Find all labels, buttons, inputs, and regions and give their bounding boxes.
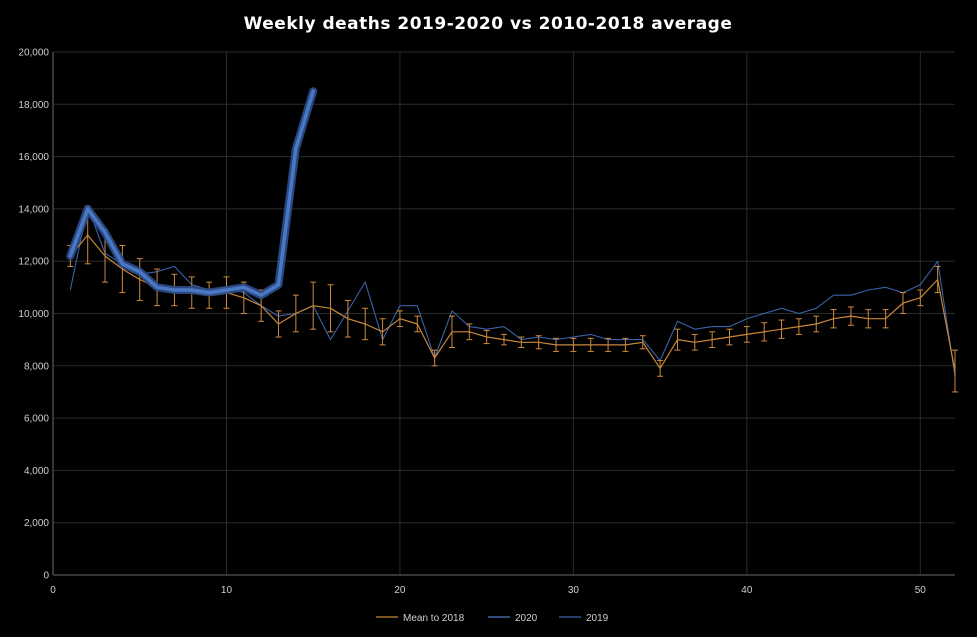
gridlines [53, 51, 955, 575]
x-tick-label: 40 [741, 585, 753, 596]
axes [52, 52, 955, 576]
chart-title: Weekly deaths 2019-2020 vs 2010-2018 ave… [244, 14, 733, 34]
y-tick-label: 4,000 [24, 466, 49, 477]
error-bar [952, 349, 958, 393]
y-tick-label: 2,000 [24, 518, 49, 529]
legend-label-2020: 2020 [515, 613, 538, 624]
x-tick-label: 30 [568, 585, 580, 596]
y-tick-label: 12,000 [18, 257, 49, 268]
y-tick-label: 8,000 [24, 361, 49, 372]
y-tick-label: 18,000 [18, 100, 49, 111]
legend-label-2019: 2019 [586, 613, 609, 624]
x-axis-tick-labels: 0 10 20 30 40 50 [50, 585, 926, 596]
y-tick-label: 6,000 [24, 414, 49, 425]
y-tick-label: 14,000 [18, 204, 49, 215]
y-tick-label: 16,000 [18, 152, 49, 163]
y-axis-tick-labels: 0 2,000 4,000 6,000 8,000 10,000 12,000 14,000 1… [18, 48, 49, 582]
y-tick-label: 0 [43, 571, 49, 582]
mean-error-bars [67, 205, 958, 393]
x-tick-label: 10 [221, 585, 233, 596]
plot-area [66, 87, 958, 393]
y-tick-label: 20,000 [18, 48, 49, 59]
y-tick-label: 10,000 [18, 309, 49, 320]
x-tick-label: 0 [50, 585, 56, 596]
x-tick-label: 50 [915, 585, 927, 596]
series-2020-line-glow [66, 87, 318, 300]
legend-label-mean: Mean to 2018 [403, 613, 465, 624]
x-tick-label: 20 [394, 585, 406, 596]
legend: Mean to 2018 2020 2019 [376, 613, 609, 624]
series-2020-line [68, 89, 315, 297]
